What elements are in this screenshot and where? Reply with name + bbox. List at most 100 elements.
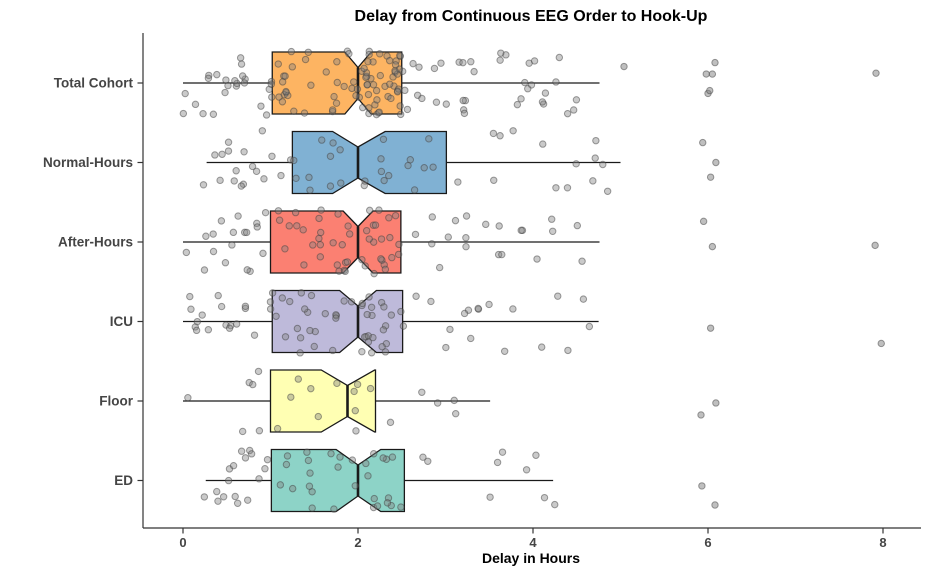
data-point-floor bbox=[450, 396, 458, 405]
data-point-normal-hours bbox=[218, 150, 226, 158]
data-point-total-cohort bbox=[497, 49, 505, 57]
data-point-total-cohort bbox=[288, 63, 297, 71]
data-point-icu bbox=[217, 302, 226, 311]
data-point-icu bbox=[509, 305, 517, 313]
data-point-ed bbox=[351, 482, 359, 490]
x-tick-label-8: 8 bbox=[879, 535, 886, 550]
data-point-ed bbox=[364, 472, 372, 480]
data-point-normal-hours bbox=[410, 186, 419, 194]
data-point-ed bbox=[370, 450, 378, 458]
data-point-after-hours bbox=[386, 233, 394, 242]
data-point-icu bbox=[266, 298, 275, 306]
data-point-icu bbox=[554, 292, 562, 300]
x-tick-label-0: 0 bbox=[179, 535, 186, 550]
data-point-ed bbox=[241, 454, 250, 462]
data-point-total-cohort bbox=[330, 92, 338, 101]
data-point-ed bbox=[383, 499, 392, 507]
data-point-icu bbox=[241, 304, 250, 313]
data-point-total-cohort bbox=[459, 96, 467, 105]
data-point-floor bbox=[249, 380, 257, 389]
data-point-after-hours bbox=[275, 216, 284, 224]
data-point-after-hours bbox=[361, 262, 369, 270]
data-point-total-cohort bbox=[282, 87, 290, 96]
data-point-total-cohort bbox=[541, 89, 550, 97]
data-point-icu bbox=[358, 347, 366, 356]
data-point-ed bbox=[498, 448, 507, 456]
data-point-after-hours bbox=[317, 206, 325, 214]
outlier-point-total-cohort bbox=[706, 86, 714, 95]
data-point-total-cohort bbox=[430, 64, 439, 73]
data-point-total-cohort bbox=[391, 67, 399, 75]
data-point-ed bbox=[282, 460, 291, 469]
data-point-normal-hours bbox=[429, 163, 437, 171]
data-point-ed bbox=[283, 452, 292, 460]
data-point-icu bbox=[198, 311, 206, 319]
boxplot-layer bbox=[183, 51, 621, 513]
data-point-total-cohort bbox=[459, 58, 467, 67]
data-point-normal-hours bbox=[377, 155, 385, 163]
data-point-total-cohort bbox=[287, 47, 296, 56]
data-point-floor bbox=[255, 427, 264, 435]
data-point-total-cohort bbox=[373, 96, 381, 104]
data-point-normal-hours bbox=[377, 167, 386, 176]
data-point-after-hours bbox=[253, 223, 261, 231]
data-point-normal-hours bbox=[379, 135, 388, 143]
data-point-total-cohort bbox=[385, 56, 394, 65]
data-point-total-cohort bbox=[328, 106, 337, 114]
data-point-total-cohort bbox=[418, 94, 426, 103]
data-point-normal-hours bbox=[248, 162, 257, 171]
data-point-after-hours bbox=[315, 234, 323, 243]
y-tick-label-floor: Floor bbox=[99, 394, 133, 409]
data-point-normal-hours bbox=[326, 152, 335, 160]
data-point-icu bbox=[381, 322, 390, 330]
data-point-total-cohort bbox=[322, 68, 330, 76]
data-point-after-hours bbox=[281, 245, 289, 253]
data-point-after-hours bbox=[338, 241, 346, 249]
data-point-ed bbox=[261, 465, 269, 473]
data-point-icu bbox=[399, 322, 408, 330]
data-point-after-hours bbox=[451, 216, 460, 225]
data-point-total-cohort bbox=[352, 91, 360, 100]
data-point-ed bbox=[348, 456, 357, 464]
data-point-normal-hours bbox=[496, 132, 504, 140]
data-point-total-cohort bbox=[268, 93, 276, 101]
data-point-after-hours bbox=[391, 211, 400, 220]
data-point-ed bbox=[229, 462, 238, 470]
data-point-ed bbox=[305, 482, 314, 490]
x-tick-label-6: 6 bbox=[704, 535, 711, 550]
data-point-normal-hours bbox=[336, 146, 344, 154]
data-point-ed bbox=[336, 453, 344, 461]
data-point-floor bbox=[353, 380, 362, 389]
data-point-icu bbox=[412, 292, 420, 300]
y-tick-label-ed: ED bbox=[114, 473, 133, 488]
data-point-normal-hours bbox=[318, 136, 326, 144]
data-point-after-hours bbox=[316, 253, 325, 261]
data-point-normal-hours bbox=[539, 140, 547, 148]
data-point-total-cohort bbox=[409, 59, 417, 68]
outlier-point-after-hours bbox=[699, 217, 708, 226]
data-point-after-hours bbox=[411, 230, 420, 239]
data-point-total-cohort bbox=[365, 50, 373, 59]
data-point-total-cohort bbox=[237, 60, 246, 68]
data-point-icu bbox=[379, 326, 388, 334]
data-point-icu bbox=[358, 299, 366, 308]
data-point-normal-hours bbox=[490, 176, 498, 184]
data-point-total-cohort bbox=[376, 50, 384, 58]
outlier-point-ed bbox=[711, 501, 719, 509]
data-point-total-cohort bbox=[240, 79, 249, 87]
data-point-total-cohort bbox=[278, 98, 287, 106]
data-point-total-cohort bbox=[376, 71, 385, 80]
data-point-normal-hours bbox=[592, 136, 600, 145]
data-point-icu bbox=[286, 297, 294, 306]
data-point-total-cohort bbox=[442, 100, 450, 108]
data-point-icu bbox=[268, 289, 277, 297]
data-point-total-cohort bbox=[262, 111, 271, 119]
data-point-ed bbox=[237, 447, 246, 455]
data-point-after-hours bbox=[344, 222, 352, 230]
y-tick-label-normal-hours: Normal-Hours bbox=[43, 155, 133, 170]
data-point-after-hours bbox=[462, 234, 470, 242]
data-point-normal-hours bbox=[329, 139, 337, 147]
data-point-icu bbox=[241, 302, 250, 310]
data-point-total-cohort bbox=[213, 70, 221, 79]
